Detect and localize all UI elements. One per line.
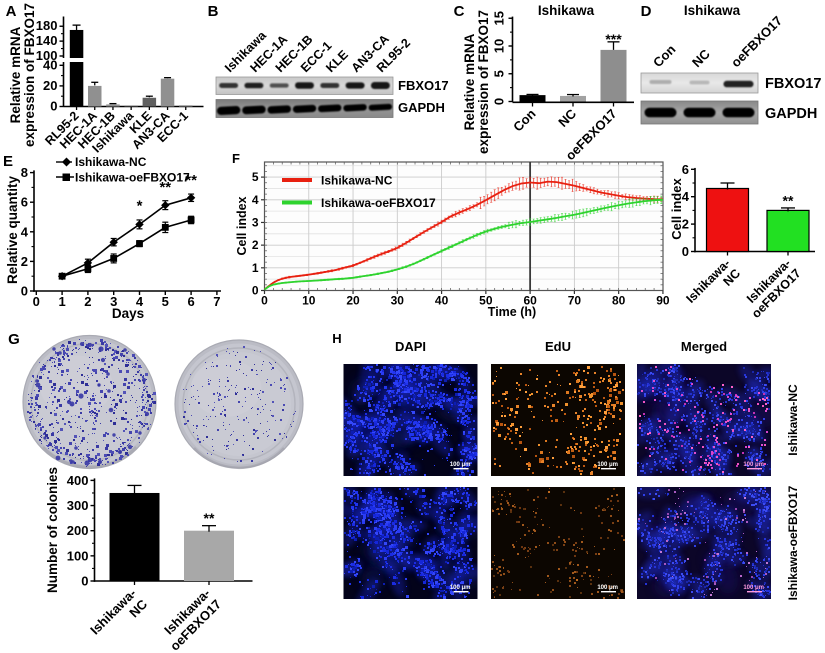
svg-text:80: 80 xyxy=(612,294,626,308)
svg-text:Ishikawa-NC: Ishikawa-NC xyxy=(321,174,393,188)
svg-text:Ishikawa: Ishikawa xyxy=(684,3,741,18)
svg-text:20: 20 xyxy=(346,294,360,308)
svg-text:Time (h): Time (h) xyxy=(488,305,536,319)
svg-text:EdU: EdU xyxy=(545,339,571,354)
svg-text:4: 4 xyxy=(252,193,259,207)
svg-text:***: *** xyxy=(605,31,622,47)
svg-text:100: 100 xyxy=(36,48,58,63)
svg-text:100: 100 xyxy=(67,548,89,563)
svg-text:B: B xyxy=(208,3,219,20)
svg-text:**: ** xyxy=(159,179,171,196)
svg-text:4: 4 xyxy=(136,294,144,309)
svg-text:2: 2 xyxy=(682,217,689,232)
svg-text:GAPDH: GAPDH xyxy=(765,106,817,122)
svg-text:Ishikawa: Ishikawa xyxy=(538,3,595,18)
svg-text:**: ** xyxy=(185,172,197,189)
svg-text:**: ** xyxy=(783,193,794,209)
svg-text:90: 90 xyxy=(656,294,670,308)
svg-text:7: 7 xyxy=(213,294,220,309)
svg-text:5: 5 xyxy=(492,70,507,77)
svg-text:40: 40 xyxy=(435,294,449,308)
svg-text:10: 10 xyxy=(492,39,507,53)
svg-text:5: 5 xyxy=(252,170,259,184)
svg-text:Merged: Merged xyxy=(681,339,727,354)
svg-text:100 μm: 100 μm xyxy=(597,462,618,468)
svg-text:E: E xyxy=(3,153,13,170)
svg-text:300: 300 xyxy=(67,498,89,513)
svg-text:Ishikawa-NC: Ishikawa-NC xyxy=(786,384,800,456)
svg-text:D: D xyxy=(641,3,652,20)
svg-text:G: G xyxy=(8,331,20,348)
svg-text:100 μm: 100 μm xyxy=(743,462,764,468)
svg-text:Number of colonies: Number of colonies xyxy=(45,467,60,593)
svg-text:expression of FBXO17: expression of FBXO17 xyxy=(476,10,491,154)
svg-text:0: 0 xyxy=(252,284,259,298)
svg-text:100 μm: 100 μm xyxy=(450,462,471,468)
svg-text:1: 1 xyxy=(252,261,259,275)
svg-text:Ishikawa-oeFBXO17: Ishikawa-oeFBXO17 xyxy=(75,171,190,185)
svg-text:Relative mRNA: Relative mRNA xyxy=(462,33,477,130)
svg-text:6: 6 xyxy=(21,195,28,210)
svg-text:Relative quantity: Relative quantity xyxy=(5,175,20,284)
svg-text:50: 50 xyxy=(479,294,493,308)
svg-text:60: 60 xyxy=(523,294,537,308)
svg-text:A: A xyxy=(6,3,17,20)
svg-text:expression of FBXO17: expression of FBXO17 xyxy=(22,3,37,147)
svg-text:Relative mRNA: Relative mRNA xyxy=(8,26,23,123)
svg-text:2: 2 xyxy=(84,294,91,309)
svg-text:400: 400 xyxy=(67,473,89,488)
svg-text:0: 0 xyxy=(492,98,507,105)
svg-text:2: 2 xyxy=(252,238,259,252)
svg-text:4: 4 xyxy=(682,189,690,204)
svg-text:1: 1 xyxy=(58,294,65,309)
svg-text:180: 180 xyxy=(36,18,58,33)
svg-text:200: 200 xyxy=(67,523,89,538)
svg-text:140: 140 xyxy=(36,33,58,48)
svg-text:GAPDH: GAPDH xyxy=(398,100,445,115)
svg-text:Cell index: Cell index xyxy=(235,196,249,255)
svg-text:F: F xyxy=(232,151,240,166)
svg-text:0: 0 xyxy=(261,294,268,308)
svg-text:0: 0 xyxy=(682,244,689,259)
svg-text:8: 8 xyxy=(21,165,28,180)
svg-text:**: ** xyxy=(204,510,215,526)
svg-text:C: C xyxy=(454,3,465,20)
svg-text:Cell index: Cell index xyxy=(669,178,684,240)
svg-text:DAPI: DAPI xyxy=(395,339,426,354)
svg-text:0: 0 xyxy=(33,294,40,309)
svg-text:Ishikawa-NC: Ishikawa-NC xyxy=(75,155,147,169)
svg-text:100 μm: 100 μm xyxy=(743,585,764,591)
svg-text:100 μm: 100 μm xyxy=(597,585,618,591)
svg-text:20: 20 xyxy=(43,78,57,93)
svg-text:*: * xyxy=(137,197,143,214)
svg-text:3: 3 xyxy=(252,215,259,229)
svg-text:15: 15 xyxy=(492,11,507,25)
svg-text:Days: Days xyxy=(112,306,144,321)
svg-text:0: 0 xyxy=(21,284,28,299)
svg-text:10: 10 xyxy=(302,294,316,308)
svg-text:100 μm: 100 μm xyxy=(450,585,471,591)
svg-text:0: 0 xyxy=(81,574,88,589)
svg-text:Ishikawa-oeFBXO17: Ishikawa-oeFBXO17 xyxy=(321,196,436,210)
svg-text:Ishikawa-oeFBXO17: Ishikawa-oeFBXO17 xyxy=(786,485,800,600)
svg-text:FBXO17: FBXO17 xyxy=(398,78,449,93)
svg-text:4: 4 xyxy=(21,224,29,239)
svg-text:5: 5 xyxy=(162,294,169,309)
svg-text:3: 3 xyxy=(110,294,117,309)
svg-text:30: 30 xyxy=(391,294,405,308)
svg-text:FBXO17: FBXO17 xyxy=(765,76,821,92)
svg-text:40: 40 xyxy=(43,57,57,72)
svg-text:6: 6 xyxy=(682,162,689,177)
svg-text:6: 6 xyxy=(187,294,194,309)
svg-text:70: 70 xyxy=(568,294,582,308)
svg-text:0: 0 xyxy=(50,99,57,114)
svg-text:H: H xyxy=(332,331,341,346)
svg-text:2: 2 xyxy=(21,254,28,269)
